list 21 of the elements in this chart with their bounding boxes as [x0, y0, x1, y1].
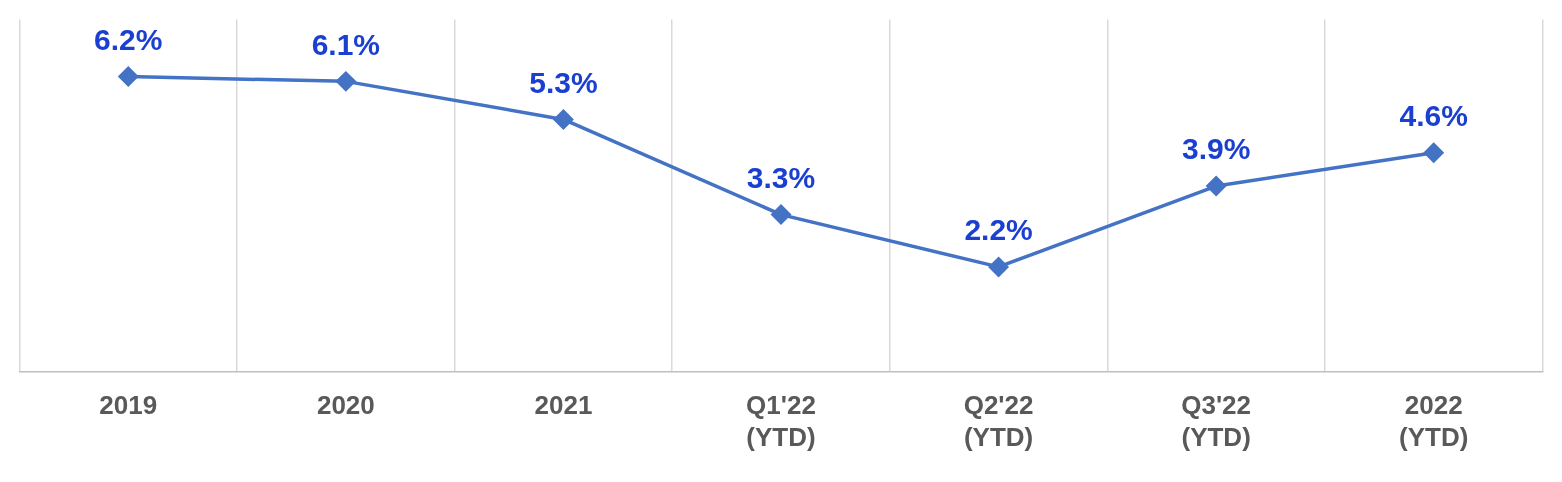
data-label: 2.2%	[964, 213, 1033, 247]
x-tick-label: Q2'22 (YTD)	[963, 390, 1034, 452]
point	[771, 204, 791, 225]
data-label: 6.2%	[94, 22, 163, 56]
x-tick-label: 2019	[99, 390, 158, 421]
point	[1423, 142, 1444, 163]
x-tick-label: 2022 (YTD)	[1399, 390, 1469, 452]
point	[988, 257, 1009, 277]
x-tick-label: 2020	[316, 390, 375, 421]
point	[336, 71, 356, 92]
point	[118, 66, 139, 87]
data-label: 4.6%	[1399, 98, 1468, 132]
data-label: 5.3%	[529, 65, 598, 99]
x-tick-label: Q1'22 (YTD)	[746, 390, 816, 452]
data-label: 3.3%	[746, 160, 816, 194]
data-label: 3.9%	[1181, 132, 1251, 166]
data-label: 6.1%	[311, 27, 381, 61]
x-tick-label: 2021	[534, 390, 593, 421]
point	[553, 109, 574, 130]
point	[1206, 176, 1226, 196]
x-tick-label: Q3'22 (YTD)	[1181, 390, 1252, 452]
